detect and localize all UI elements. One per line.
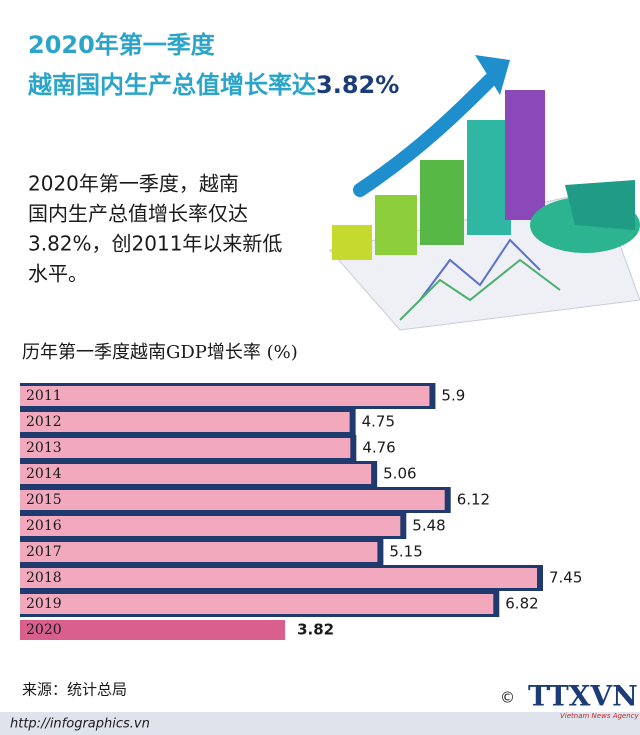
bar	[20, 386, 430, 406]
value-label: 5.9	[441, 387, 465, 405]
bar	[20, 594, 494, 614]
bar	[20, 490, 445, 510]
title-line1: 2020年第一季度	[28, 31, 216, 59]
illustration	[329, 55, 640, 331]
category-label: 2015	[26, 492, 62, 508]
summary-line: 水平。	[28, 262, 88, 286]
bar	[20, 438, 351, 458]
category-label: 2019	[26, 596, 62, 612]
title-line2: 越南国内生产总值增长率达3.82%	[28, 71, 399, 99]
bars: 2011 5.9 2012 4.75 2013 4.76 2014 5.06 2015 6.12 2…	[20, 383, 582, 640]
title-highlight: 3.82%	[316, 71, 399, 99]
summary-line: 3.82%，创2011年以来新低	[28, 232, 282, 256]
bar	[20, 516, 401, 536]
category-label: 2018	[26, 570, 62, 586]
category-label: 2013	[26, 440, 62, 456]
value-label: 5.48	[412, 517, 445, 535]
bar	[20, 542, 378, 562]
value-label: 4.76	[362, 439, 395, 457]
value-label: 5.06	[383, 465, 416, 483]
category-label: 2017	[26, 544, 62, 560]
category-label: 2014	[26, 466, 62, 482]
source: 来源：统计总局	[22, 681, 127, 699]
value-label: 6.12	[457, 491, 490, 509]
value-label: 7.45	[549, 569, 582, 587]
footer-band	[0, 712, 640, 735]
bar	[20, 568, 537, 588]
value-label: 6.82	[505, 595, 538, 613]
value-label: 5.15	[389, 543, 422, 561]
category-label: 2020	[26, 622, 62, 638]
value-label: 4.75	[362, 413, 395, 431]
bar	[20, 620, 286, 640]
category-label: 2011	[26, 388, 62, 404]
title-text: 越南国内生产总值增长率达	[28, 71, 316, 99]
summary-line: 国内生产总值增长率仅达	[28, 202, 248, 226]
bar	[20, 464, 372, 484]
category-label: 2012	[26, 414, 62, 430]
logo: TTXVN	[528, 680, 638, 713]
chart-title: 历年第一季度越南GDP增长率 (%)	[22, 342, 298, 363]
copyright: ©	[500, 689, 515, 707]
bar	[20, 412, 350, 432]
url: http://infographics.vn	[10, 717, 150, 732]
category-label: 2016	[26, 518, 62, 534]
value-label: 3.82	[297, 621, 334, 639]
agency-name: Vietnam News Agency	[560, 712, 640, 720]
summary-line: 2020年第一季度，越南	[28, 172, 239, 196]
